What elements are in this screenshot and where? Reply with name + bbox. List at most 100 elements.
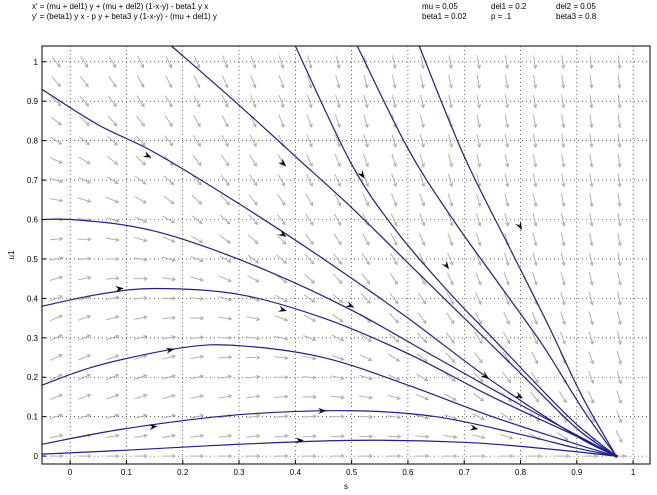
vector-arrowhead [196,123,201,128]
vector-arrowhead [312,434,317,439]
vector-arrow [303,294,315,303]
vector-arrowhead [424,377,429,382]
vector-arrow [333,213,342,226]
vector-arrow [617,213,621,226]
vector-arrowhead [199,335,205,340]
vector-arrow [475,292,482,305]
vector-arrowhead [227,433,233,439]
vector-arrow [391,134,397,147]
vector-arrowhead [252,64,257,69]
vector-arrow [162,256,176,262]
vector-arrow [359,415,373,418]
vector-arrow [331,354,344,361]
vector-arrow [275,274,287,283]
vector-arrowhead [364,143,369,148]
vector-arrow [134,297,148,300]
param-beta3: beta3 = 0.8 [556,12,597,21]
vector-arrow [193,95,201,108]
vector-arrowhead [59,454,64,459]
vector-arrowhead [449,182,454,188]
vector-arrowhead [224,83,229,89]
vector-arrow [333,253,342,265]
vector-arrowhead [453,434,458,439]
vector-arrowhead [368,414,374,419]
vector-arrow [105,237,119,241]
vector-arrow [163,175,174,185]
vector-arrowhead [449,222,454,227]
vector-arrowhead [58,354,63,358]
vector-arrow [335,94,340,108]
vector-arrowhead [283,279,288,284]
vector-arrowhead [225,142,229,148]
vector-arrow [305,213,314,226]
vector-arrowhead [284,355,289,360]
vector-arrowhead [339,318,344,323]
vector-arrowhead [114,199,120,204]
vector-arrowhead [340,375,345,380]
y-tick-label: 0.5 [27,255,39,264]
vector-arrow [162,434,176,438]
vector-arrow [274,335,288,340]
vector-arrow [218,375,232,379]
vector-arrowhead [422,339,428,344]
vector-arrow [560,331,566,345]
vector-arrowhead [171,354,176,359]
vector-arrow [106,354,119,361]
x-tick-label: 0 [68,468,73,477]
vector-arrowhead [618,438,623,444]
vector-arrowhead [478,359,483,364]
vector-arrowhead [58,393,63,398]
vector-arrowhead [617,84,622,89]
vector-arrow [334,173,341,187]
vector-arrowhead [140,83,145,88]
vector-arrow [504,94,509,108]
vector-arrow [218,356,232,359]
vector-arrowhead [252,84,257,89]
vector-arrow [190,336,204,339]
y-tick-label: 0.9 [27,97,39,106]
vector-arrow [49,334,63,341]
vector-arrow [531,331,538,344]
vector-arrowhead [617,104,622,109]
vector-arrowhead [228,335,233,340]
vector-arrowhead [561,163,566,168]
vector-arrowhead [533,222,538,227]
vector-arrow [588,291,593,305]
vector-arrowhead [86,413,92,418]
vector-arrowhead [115,433,120,438]
vector-arrow [275,315,288,321]
vector-arrowhead [421,222,426,227]
vector-arrowhead [85,141,91,146]
vector-arrowhead [255,316,261,321]
vector-arrow [617,74,621,88]
vector-arrowhead [422,319,427,324]
vector-arrowhead [561,123,566,129]
vector-arrow [615,430,623,443]
vector-arrowhead [420,143,425,148]
vector-arrow [306,154,313,167]
trajectory-line [41,88,617,457]
vector-arrow [221,114,229,127]
vector-arrowhead [589,123,594,129]
vector-arrowhead [253,181,258,187]
trajectory-arrowhead [277,158,287,167]
vector-arrowhead [477,182,482,188]
vector-arrow [419,134,425,148]
vector-arrow [589,193,593,207]
vector-arrowhead [256,454,261,459]
vector-arrowhead [171,374,176,379]
vector-arrow [561,55,565,69]
vector-arrowhead [284,434,289,439]
vector-arrow [106,335,119,341]
vector-arrow [443,434,457,438]
vector-arrowhead [392,143,397,148]
vector-arrowhead [114,160,119,165]
vector-arrowhead [59,236,64,241]
vector-arrow [617,291,621,305]
vector-arrowhead [255,297,261,302]
vector-arrow [332,293,343,304]
vector-arrow [219,214,231,225]
trajectories [41,45,618,458]
vector-arrow [106,176,119,184]
vector-arrowhead [143,238,148,243]
